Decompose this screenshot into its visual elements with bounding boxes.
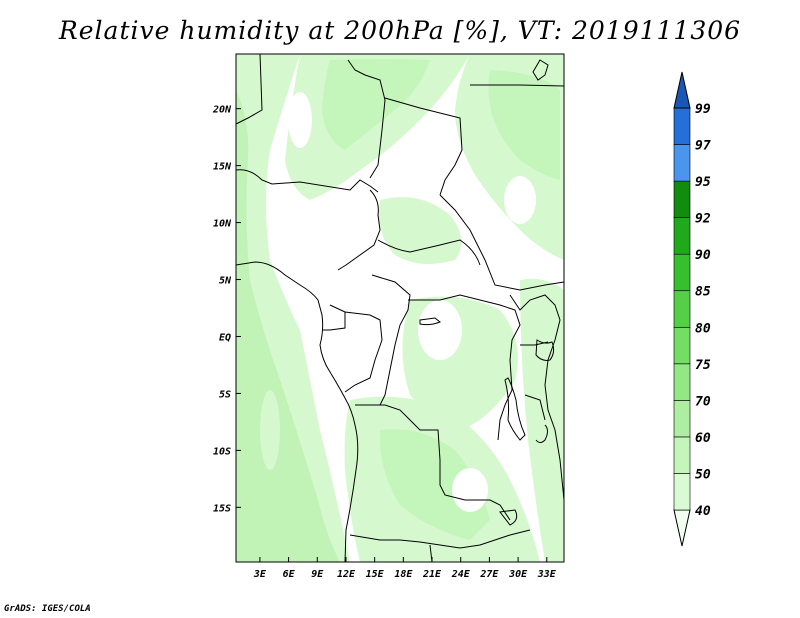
colorbar-box (673, 107, 691, 145)
lon-tick-label: 27E (479, 569, 499, 580)
lat-tick-label: EQ (219, 332, 231, 343)
colorbar-label: 97 (695, 139, 711, 154)
lon-tick-label: 6E (283, 569, 296, 580)
lon-tick-label: 12E (337, 569, 356, 580)
map-panel: 20N 15N 10N 5N EQ 5S 10S 15S 3E 6E 9E 12E 15E 18E 21E 2… (212, 53, 565, 580)
axis-ticks: 20N 15N 10N 5N EQ 5S 10S 15S 3E 6E 9E 12E 15E 18E 21E 2… (212, 105, 557, 580)
colorbar-box (673, 473, 691, 511)
lat-tick-label: 15S (213, 503, 231, 514)
country-boundaries (235, 53, 565, 563)
lon-tick-label: 18E (394, 569, 413, 580)
lon-tick-label: 3E (253, 569, 267, 580)
map-title: Relative humidity at 200hPa [%], VT: 201… (58, 16, 742, 45)
colorbar-box (673, 326, 691, 365)
lon-tick-label: 9E (311, 569, 324, 580)
colorbar-box (673, 400, 691, 438)
colorbar-label: 50 (695, 467, 711, 482)
lat-tick-label: 15N (213, 162, 232, 173)
colorbar-label: 75 (695, 358, 711, 373)
colorbar-label: 80 (695, 321, 711, 336)
colorbar-label: 70 (695, 394, 711, 409)
colorbar-box (673, 217, 691, 255)
lon-tick-label: 30E (508, 569, 528, 580)
colorbar-label: 85 (695, 285, 711, 300)
colorbar-label: 40 (695, 504, 711, 519)
lat-tick-label: 10N (213, 219, 232, 230)
colorbar-box (673, 144, 691, 182)
lon-tick-label: 21E (422, 569, 442, 580)
colorbar-box (673, 290, 691, 328)
credit-text: GrADS: IGES/COLA (4, 604, 91, 614)
colorbar-lower-arrow (673, 509, 691, 547)
colorbar-label: 99 (695, 102, 711, 117)
lon-tick-label: 33E (537, 569, 557, 580)
colorbar-label: 60 (695, 431, 711, 446)
colorbar-box (673, 253, 691, 292)
colorbar-box (673, 436, 691, 474)
colorbar-upper-arrow (673, 71, 691, 109)
colorbar-label: 90 (695, 248, 711, 263)
map-frame (235, 53, 565, 563)
colorbar-label: 92 (695, 212, 711, 227)
lat-tick-label: 5N (219, 276, 232, 287)
colorbar: 40 50 60 70 75 80 85 90 92 95 97 99 (673, 71, 711, 547)
colorbar-box (673, 180, 691, 218)
lat-tick-label: 5S (219, 389, 231, 400)
lon-tick-label: 24E (451, 569, 471, 580)
colorbar-box (673, 363, 691, 401)
lat-tick-label: 10S (213, 446, 231, 457)
lon-tick-label: 15E (366, 569, 385, 580)
coastline (235, 261, 359, 563)
colorbar-label: 95 (695, 175, 711, 190)
lat-tick-label: 20N (212, 105, 232, 116)
